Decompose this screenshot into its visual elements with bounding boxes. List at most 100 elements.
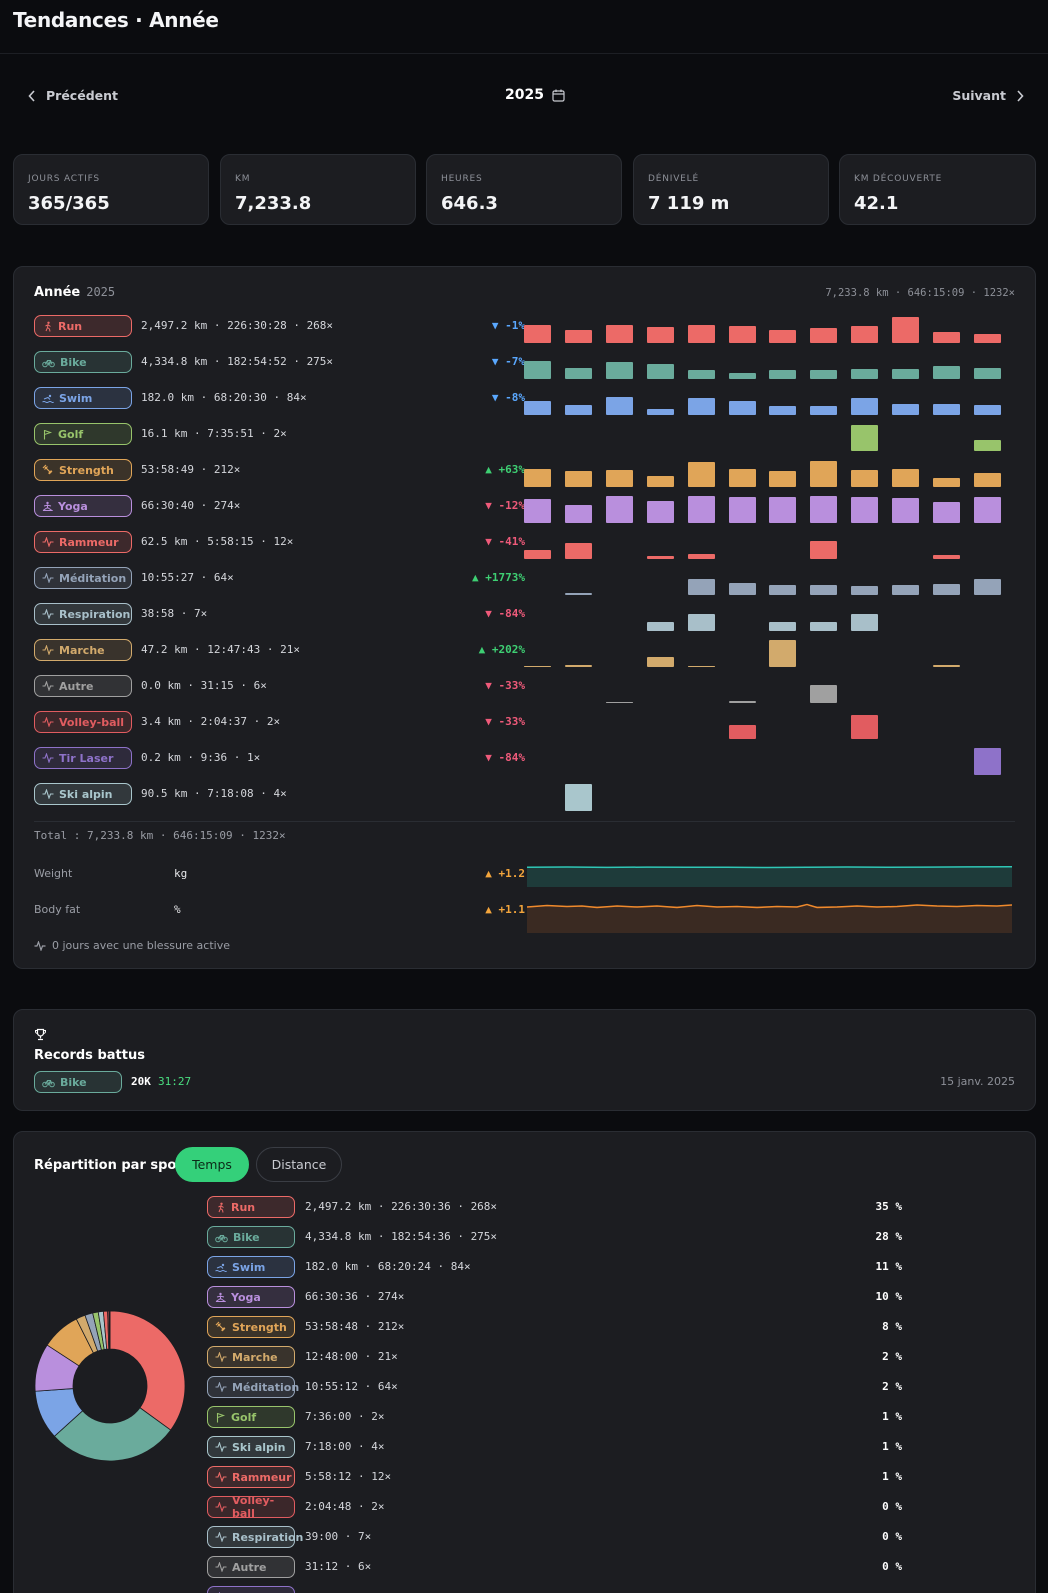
- month-bar: [933, 403, 960, 415]
- month-bar: [810, 460, 838, 487]
- donut-slice: [109, 1310, 186, 1431]
- toggle-distance-button[interactable]: Distance: [256, 1147, 342, 1182]
- month-bar: [810, 584, 838, 595]
- month-bar: [728, 373, 756, 379]
- sport-pill-label: Tir Laser: [232, 1591, 286, 1593]
- month-bar: [769, 584, 797, 595]
- month-bar: [646, 656, 674, 667]
- activity-icon: [215, 1562, 227, 1572]
- month-bar: [646, 475, 674, 487]
- sport-pill[interactable]: Golf: [34, 423, 132, 445]
- sport-pill-label: Tir Laser: [59, 751, 114, 765]
- sport-stats: 47.2 km · 12:47:43 · 21×: [141, 643, 300, 656]
- repartition-percent: 11 %: [875, 1260, 903, 1273]
- stat-label: KM: [235, 174, 251, 184]
- activity-icon: [42, 681, 54, 691]
- month-bar: [973, 748, 1001, 775]
- month-bar: [973, 472, 1001, 487]
- month-bar: [687, 579, 715, 595]
- sport-pill-label: Golf: [231, 1410, 257, 1424]
- repartition-percent: 28 %: [875, 1230, 903, 1243]
- month-bar: [646, 409, 674, 415]
- stat-active-days: JOURS ACTIFS 365/365: [13, 154, 209, 225]
- activity-icon: [34, 940, 46, 951]
- sport-pill[interactable]: Volley-ball: [207, 1494, 295, 1520]
- activity-icon: [215, 1532, 227, 1542]
- sport-pill[interactable]: Yoga: [207, 1286, 295, 1308]
- sport-pill[interactable]: Rammeur: [34, 531, 132, 553]
- sport-stats: 90.5 km · 7:18:08 · 4×: [141, 787, 287, 800]
- sport-pill[interactable]: Bike: [207, 1226, 295, 1248]
- sport-pill[interactable]: Yoga: [34, 495, 132, 517]
- month-bar: [646, 500, 674, 523]
- sport-pill[interactable]: Bike: [34, 1071, 122, 1093]
- activity-icon: [215, 1502, 227, 1512]
- run-icon: [42, 321, 53, 332]
- previous-button[interactable]: Précédent: [28, 88, 118, 103]
- year-picker[interactable]: 2025: [505, 87, 565, 103]
- next-button[interactable]: Suivant: [952, 88, 1024, 103]
- sport-pill[interactable]: Golf: [207, 1406, 295, 1428]
- run-icon: [215, 1202, 226, 1213]
- month-bar: [687, 666, 715, 667]
- stat-label: KM DÉCOUVERTE: [854, 174, 943, 184]
- month-bar: [646, 555, 674, 559]
- month-bar: [851, 368, 879, 379]
- year-label: 2025: [505, 87, 544, 103]
- sport-pill[interactable]: Méditation: [207, 1376, 299, 1398]
- month-bar: [646, 364, 674, 379]
- sport-pill[interactable]: Bike: [34, 351, 132, 373]
- sport-pill[interactable]: Tir Laser: [207, 1586, 295, 1593]
- month-bar: [769, 471, 797, 487]
- sport-pill[interactable]: Ski alpin: [207, 1436, 295, 1458]
- sport-pill[interactable]: Respiration: [207, 1526, 303, 1548]
- month-bar: [728, 724, 756, 739]
- sport-pill[interactable]: Marche: [207, 1346, 295, 1368]
- sport-pill[interactable]: Volley-ball: [34, 711, 132, 733]
- activity-icon: [215, 1352, 227, 1362]
- month-bar: [769, 405, 797, 415]
- sport-pill-label: Marche: [232, 1350, 278, 1364]
- month-bar: [728, 496, 756, 523]
- sport-pill[interactable]: Tir Laser: [34, 747, 132, 769]
- repartition-stats: 2:04:48 · 2×: [305, 1500, 385, 1513]
- activity-icon: [42, 717, 54, 727]
- sport-pill[interactable]: Strength: [34, 459, 132, 481]
- sport-stats: 0.0 km · 31:15 · 6×: [141, 679, 267, 692]
- sport-pill[interactable]: Rammeur: [207, 1466, 295, 1488]
- sport-pill[interactable]: Autre: [34, 675, 132, 697]
- sport-pill-label: Yoga: [58, 499, 88, 513]
- records-title: Records battus: [34, 1048, 145, 1063]
- month-bar: [851, 614, 879, 631]
- month-bar: [973, 579, 1001, 595]
- sport-pill[interactable]: Run: [34, 315, 132, 337]
- sport-pill[interactable]: Strength: [207, 1316, 295, 1338]
- sport-pill[interactable]: Swim: [207, 1256, 295, 1278]
- month-bar: [646, 327, 674, 343]
- month-bar: [810, 328, 838, 343]
- repartition-percent: 2 %: [882, 1350, 902, 1363]
- stat-elevation: DÉNIVELÉ 7 119 m: [633, 154, 829, 225]
- month-bar: [933, 665, 960, 667]
- sport-delta: ▼ -12%: [485, 499, 525, 512]
- toggle-time-button[interactable]: Temps: [175, 1147, 249, 1182]
- sport-pill[interactable]: Swim: [34, 387, 132, 409]
- repartition-stats: 7:36:00 · 2×: [305, 1410, 385, 1423]
- sport-pill-label: Ski alpin: [59, 787, 113, 801]
- month-bar: [687, 496, 715, 523]
- sport-pill[interactable]: Méditation: [34, 567, 132, 589]
- sport-pill[interactable]: Run: [207, 1196, 295, 1218]
- sport-pill[interactable]: Marche: [34, 639, 132, 661]
- sport-delta: ▼ -33%: [485, 679, 525, 692]
- bodyfat-sparkline: [527, 903, 1012, 933]
- month-bar: [973, 404, 1001, 415]
- repartition-percent: 0 %: [882, 1500, 902, 1513]
- sport-pill-label: Bike: [60, 355, 87, 369]
- sport-pill[interactable]: Respiration: [34, 603, 132, 625]
- top-bar: Tendances · Année: [0, 0, 1048, 54]
- sport-pill[interactable]: Ski alpin: [34, 783, 132, 805]
- month-bar: [933, 554, 960, 559]
- sport-pill-label: Swim: [232, 1260, 266, 1274]
- month-bar: [973, 439, 1001, 451]
- sport-pill[interactable]: Autre: [207, 1556, 295, 1578]
